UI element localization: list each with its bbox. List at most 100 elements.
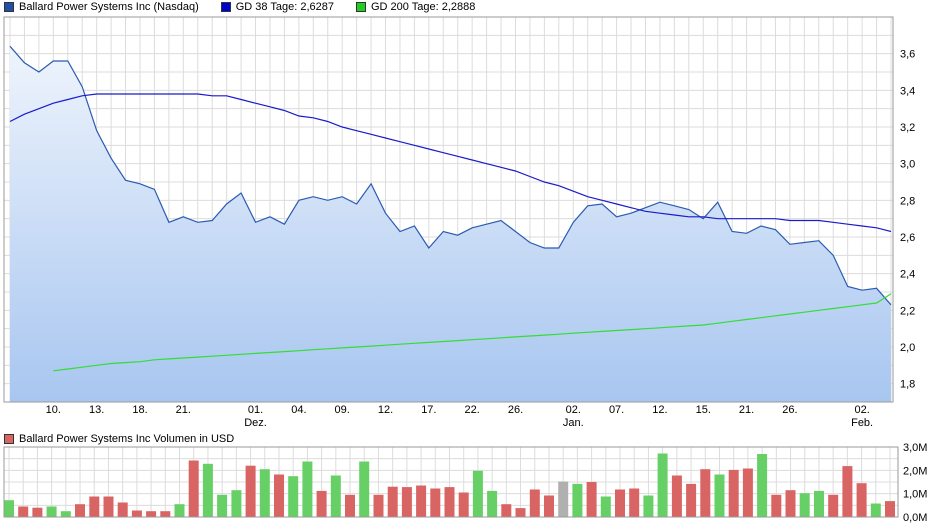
volume-bar xyxy=(18,506,29,517)
volume-bar xyxy=(799,493,810,517)
x-tick-label: 10. xyxy=(46,404,61,416)
vol-y-tick-label: 1,0M xyxy=(903,489,927,501)
legend-item: GD 200 Tage: 2,2888 xyxy=(356,1,475,13)
legend-label: Ballard Power Systems Inc (Nasdaq) xyxy=(19,1,199,13)
volume-bar xyxy=(544,495,554,517)
volume-bar xyxy=(572,483,583,517)
legend-item: Ballard Power Systems Inc Volumen in USD xyxy=(4,433,234,445)
y-tick-label: 2,4 xyxy=(900,269,915,281)
volume-bar xyxy=(46,506,57,517)
volume-bar xyxy=(430,488,441,517)
vol-y-tick-label: 0,0M xyxy=(903,512,927,524)
y-tick-label: 2,0 xyxy=(900,342,915,354)
volume-bar xyxy=(345,494,355,517)
volume-bar xyxy=(288,476,299,517)
volume-bar xyxy=(245,465,256,517)
legend-swatch xyxy=(356,2,366,12)
gd38-line xyxy=(9,93,892,233)
y-tick-label: 2,6 xyxy=(900,232,915,244)
y-tick-label: 1,8 xyxy=(900,379,915,391)
y-tick-label: 2,2 xyxy=(900,305,915,317)
volume-bar xyxy=(643,495,654,517)
y-tick-label: 3,4 xyxy=(900,85,915,97)
price-panel: 3,6 3,4 3,2 3,0 2,8 2,6 2,4 2,2 2,0 1,8 10. 13. 18. 2… xyxy=(3,16,915,429)
volume-panel: 3,0M 2,0M 1,0M 0,0M xyxy=(3,442,927,524)
x-tick-label: 12. xyxy=(378,404,393,416)
volume-bar xyxy=(472,470,483,517)
gd200-line xyxy=(53,293,892,372)
legend-swatch xyxy=(4,434,14,444)
volume-bar xyxy=(75,504,85,517)
volume-bar xyxy=(330,475,341,517)
volume-bar xyxy=(657,453,668,517)
plot-frame xyxy=(3,16,894,403)
x-tick-label: 04. xyxy=(291,404,306,416)
volume-bar xyxy=(686,483,697,517)
volume-bar xyxy=(842,466,853,517)
vol-y-tick-label: 2,0M xyxy=(903,465,927,477)
volume-bar xyxy=(387,486,398,517)
volume-bar xyxy=(373,494,384,517)
volume-bar xyxy=(885,501,895,517)
y-tick-label: 3,6 xyxy=(900,49,915,61)
volume-bar xyxy=(160,511,171,517)
x-tick-label: 02. xyxy=(566,404,581,416)
x-tick-month: Dez. xyxy=(244,417,267,429)
volume-bar xyxy=(501,504,512,517)
volume-bar xyxy=(103,496,114,517)
volume-bar xyxy=(785,490,796,517)
price-legend: Ballard Power Systems Inc (Nasdaq) GD 38 … xyxy=(4,0,497,14)
volume-bar xyxy=(558,481,569,517)
legend-item: Ballard Power Systems Inc (Nasdaq) xyxy=(4,1,199,13)
x-tick-label: 18. xyxy=(132,404,147,416)
legend-label: GD 200 Tage: 2,2888 xyxy=(371,1,476,13)
volume-bar xyxy=(32,507,43,517)
legend-label: Ballard Power Systems Inc Volumen in USD xyxy=(19,433,235,445)
volume-bar xyxy=(856,483,867,517)
volume-bar xyxy=(444,487,455,517)
volume-bar xyxy=(487,490,498,517)
price-line xyxy=(9,45,892,306)
y-tick-label: 3,0 xyxy=(900,159,915,171)
volume-bar xyxy=(117,502,128,517)
volume-bar xyxy=(586,482,597,517)
x-tick-label: 01. xyxy=(248,404,263,416)
volume-bar xyxy=(359,461,370,517)
volume-bar xyxy=(714,474,725,517)
x-tick-label: 17. xyxy=(421,404,436,416)
price-area xyxy=(10,46,891,403)
x-tick-month: Jan. xyxy=(563,417,584,429)
volume-bar xyxy=(89,496,100,517)
volume-bar xyxy=(700,469,711,517)
x-tick-label: 15. xyxy=(696,404,711,416)
x-tick-label: 02. xyxy=(854,404,869,416)
y-tick-label: 3,2 xyxy=(900,122,915,134)
legend-swatch xyxy=(4,2,14,12)
x-tick-month: Feb. xyxy=(851,417,873,429)
volume-bar xyxy=(231,490,242,517)
volume-bar xyxy=(515,508,526,517)
volume-bar xyxy=(316,490,327,517)
volume-bar xyxy=(600,496,611,517)
legend-item: GD 38 Tage: 2,6287 xyxy=(220,1,334,13)
x-tick-label: 21. xyxy=(739,404,754,416)
volume-bar xyxy=(401,487,412,517)
x-tick-label: 21. xyxy=(176,404,191,416)
volume-bar xyxy=(814,490,824,517)
volume-bar xyxy=(302,461,313,517)
volume-bar xyxy=(771,494,782,517)
volume-bar xyxy=(742,468,753,517)
volume-bar xyxy=(757,454,768,517)
volume-bar xyxy=(728,469,739,517)
volume-bar xyxy=(188,460,199,517)
legend-swatch xyxy=(220,2,231,12)
volume-bar xyxy=(416,485,427,517)
volume-bar xyxy=(146,511,157,517)
x-tick-label: 26. xyxy=(508,404,523,416)
y-tick-label: 2,8 xyxy=(900,195,915,207)
volume-bar xyxy=(870,503,881,517)
x-tick-label: 22. xyxy=(465,404,480,416)
volume-legend: Ballard Power Systems Inc Volumen in USD xyxy=(4,432,256,446)
volume-bar xyxy=(629,488,640,517)
